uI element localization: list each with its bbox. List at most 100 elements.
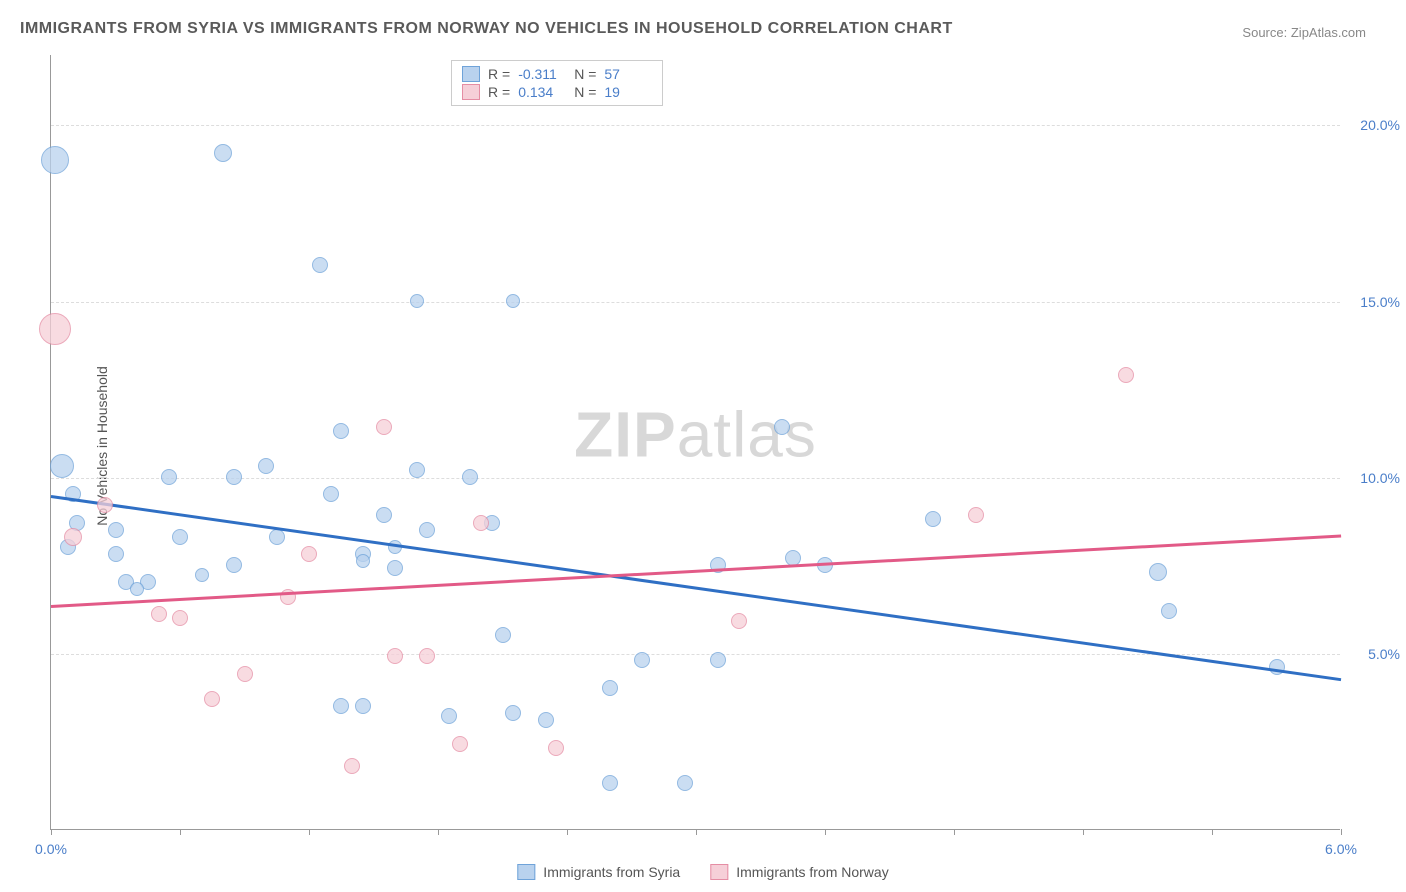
data-point — [344, 758, 360, 774]
r-label: R = — [488, 66, 510, 82]
series-legend-label: Immigrants from Syria — [543, 864, 680, 880]
correlation-legend-row: R =-0.311N =57 — [462, 65, 652, 83]
data-point — [419, 648, 435, 664]
x-tick-mark — [567, 829, 568, 835]
data-point — [64, 528, 82, 546]
data-point — [1161, 603, 1177, 619]
trend-line — [51, 534, 1341, 607]
series-legend: Immigrants from Syria Immigrants from Nor… — [517, 864, 888, 880]
source-value: ZipAtlas.com — [1291, 25, 1366, 40]
series-legend-item: Immigrants from Syria — [517, 864, 680, 880]
data-point — [39, 313, 71, 345]
r-label: R = — [488, 84, 510, 100]
data-point — [355, 698, 371, 714]
r-value: -0.311 — [518, 66, 566, 82]
data-point — [409, 462, 425, 478]
data-point — [419, 522, 435, 538]
data-point — [50, 454, 74, 478]
data-point — [172, 529, 188, 545]
y-tick-label: 15.0% — [1360, 294, 1400, 310]
legend-swatch — [517, 864, 535, 880]
gridline — [51, 478, 1340, 479]
data-point — [774, 419, 790, 435]
series-legend-label: Immigrants from Norway — [736, 864, 888, 880]
y-tick-label: 20.0% — [1360, 117, 1400, 133]
data-point — [452, 736, 468, 752]
data-point — [172, 610, 188, 626]
data-point — [312, 257, 328, 273]
data-point — [333, 698, 349, 714]
data-point — [258, 458, 274, 474]
correlation-legend-row: R =0.134N =19 — [462, 83, 652, 101]
data-point — [151, 606, 167, 622]
series-legend-item: Immigrants from Norway — [710, 864, 888, 880]
data-point — [376, 507, 392, 523]
source-attribution: Source: ZipAtlas.com — [1242, 25, 1366, 40]
watermark-atlas: atlas — [677, 399, 817, 471]
y-tick-label: 10.0% — [1360, 470, 1400, 486]
data-point — [677, 775, 693, 791]
legend-swatch — [462, 84, 480, 100]
data-point — [301, 546, 317, 562]
data-point — [473, 515, 489, 531]
data-point — [602, 680, 618, 696]
watermark-zip: ZIP — [574, 399, 677, 471]
data-point — [41, 146, 69, 174]
x-tick-mark — [954, 829, 955, 835]
data-point — [505, 705, 521, 721]
data-point — [387, 560, 403, 576]
data-point — [634, 652, 650, 668]
data-point — [1118, 367, 1134, 383]
data-point — [387, 648, 403, 664]
legend-swatch — [710, 864, 728, 880]
data-point — [602, 775, 618, 791]
data-point — [495, 627, 511, 643]
data-point — [356, 554, 370, 568]
gridline — [51, 125, 1340, 126]
data-point — [214, 144, 232, 162]
chart-title: IMMIGRANTS FROM SYRIA VS IMMIGRANTS FROM… — [20, 20, 953, 38]
data-point — [130, 582, 144, 596]
data-point — [204, 691, 220, 707]
data-point — [548, 740, 564, 756]
data-point — [226, 557, 242, 573]
y-tick-label: 5.0% — [1368, 646, 1400, 662]
data-point — [1149, 563, 1167, 581]
x-tick-mark — [1083, 829, 1084, 835]
x-tick-mark — [1341, 829, 1342, 835]
correlation-legend: R =-0.311N =57R =0.134N =19 — [451, 60, 663, 106]
data-point — [161, 469, 177, 485]
data-point — [925, 511, 941, 527]
plot-area: ZIPatlas R =-0.311N =57R =0.134N =19 5.0… — [50, 55, 1340, 830]
data-point — [376, 419, 392, 435]
data-point — [441, 708, 457, 724]
data-point — [710, 652, 726, 668]
n-label: N = — [574, 84, 596, 100]
legend-swatch — [462, 66, 480, 82]
data-point — [1269, 659, 1285, 675]
data-point — [269, 529, 285, 545]
x-tick-mark — [309, 829, 310, 835]
n-value: 57 — [604, 66, 652, 82]
x-tick-mark — [696, 829, 697, 835]
gridline — [51, 654, 1340, 655]
r-value: 0.134 — [518, 84, 566, 100]
x-tick-label: 6.0% — [1325, 841, 1357, 857]
data-point — [108, 546, 124, 562]
data-point — [506, 294, 520, 308]
data-point — [333, 423, 349, 439]
x-tick-mark — [180, 829, 181, 835]
data-point — [237, 666, 253, 682]
x-tick-label: 0.0% — [35, 841, 67, 857]
data-point — [731, 613, 747, 629]
data-point — [410, 294, 424, 308]
data-point — [108, 522, 124, 538]
x-tick-mark — [438, 829, 439, 835]
x-tick-mark — [51, 829, 52, 835]
data-point — [323, 486, 339, 502]
gridline — [51, 302, 1340, 303]
data-point — [462, 469, 478, 485]
source-label: Source: — [1242, 25, 1287, 40]
x-tick-mark — [1212, 829, 1213, 835]
data-point — [97, 497, 113, 513]
